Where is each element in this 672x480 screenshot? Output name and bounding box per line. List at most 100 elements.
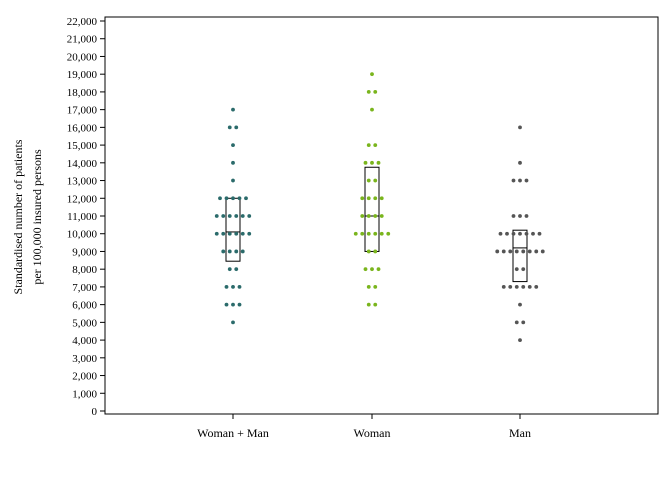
data-point — [221, 249, 226, 254]
data-point — [244, 196, 248, 201]
y-tick-label: 16,000 — [67, 122, 98, 134]
y-tick-label: 7,000 — [72, 282, 97, 294]
y-tick-label: 19,000 — [67, 69, 98, 81]
data-point — [524, 231, 529, 236]
data-point — [373, 196, 378, 201]
y-tick-label: 22,000 — [67, 16, 98, 28]
data-point — [366, 178, 371, 183]
y-axis-title-line-2: per 100,000 insured persons — [30, 149, 44, 285]
data-point — [534, 285, 539, 289]
data-point — [521, 267, 526, 272]
data-point — [247, 214, 252, 218]
data-point — [227, 214, 232, 218]
data-point — [373, 285, 378, 289]
data-point — [221, 214, 226, 218]
data-point — [534, 249, 539, 254]
data-point — [366, 196, 371, 201]
data-point — [508, 285, 513, 289]
data-point — [386, 231, 391, 236]
data-point — [527, 285, 532, 289]
data-point — [527, 249, 532, 254]
data-point — [373, 143, 378, 147]
data-point — [373, 302, 378, 307]
data-point — [518, 302, 522, 307]
data-point — [540, 249, 545, 254]
data-point — [247, 231, 252, 236]
data-point — [224, 285, 229, 289]
data-point — [370, 267, 374, 272]
data-point — [379, 214, 384, 218]
data-point — [231, 107, 235, 112]
y-tick-label: 5,000 — [72, 317, 97, 329]
data-point — [227, 125, 232, 130]
data-point — [363, 267, 368, 272]
data-point — [366, 90, 371, 94]
y-tick-label: 11,000 — [67, 211, 97, 223]
data-point — [531, 231, 535, 236]
data-point — [524, 214, 529, 218]
data-point — [373, 178, 378, 183]
data-point — [227, 249, 232, 254]
data-point — [227, 267, 232, 272]
data-point — [537, 231, 542, 236]
data-point — [237, 285, 242, 289]
data-point — [379, 196, 384, 201]
x-category-label: Man — [509, 426, 531, 440]
y-tick-label: 20,000 — [67, 51, 98, 63]
data-point — [231, 196, 235, 201]
y-tick-label: 8,000 — [72, 264, 97, 276]
data-point — [234, 249, 239, 254]
data-point — [514, 267, 519, 272]
data-point — [379, 231, 384, 236]
data-point — [511, 178, 516, 183]
data-point — [224, 196, 229, 201]
data-points — [214, 72, 545, 342]
data-point — [363, 160, 368, 165]
data-point — [518, 231, 522, 236]
data-point — [231, 285, 235, 289]
data-point — [511, 231, 516, 236]
data-point — [373, 90, 378, 94]
data-point — [514, 320, 519, 325]
data-point — [214, 231, 219, 236]
y-tick-label: 10,000 — [67, 229, 98, 241]
data-point — [214, 214, 219, 218]
data-point — [218, 196, 222, 201]
y-tick-label: 18,000 — [67, 87, 98, 99]
data-point — [370, 72, 374, 77]
data-point — [360, 214, 365, 218]
data-point — [501, 249, 506, 254]
y-tick-label: 0 — [92, 406, 98, 418]
interquartile-box — [364, 166, 380, 252]
y-tick-label: 21,000 — [67, 34, 98, 46]
y-tick-label: 17,000 — [67, 105, 98, 117]
data-point — [518, 178, 522, 183]
y-tick-label: 2,000 — [72, 371, 97, 383]
data-point — [366, 214, 371, 218]
y-tick-label: 14,000 — [67, 158, 98, 170]
data-point — [240, 214, 245, 218]
data-point — [524, 178, 529, 183]
interquartile-box — [512, 229, 528, 283]
data-point — [240, 249, 245, 254]
data-point — [495, 249, 500, 254]
data-point — [514, 285, 519, 289]
data-point — [221, 231, 226, 236]
data-point — [234, 231, 239, 236]
y-tick-label: 12,000 — [67, 193, 98, 205]
data-point — [366, 231, 371, 236]
data-point — [518, 338, 522, 342]
data-point — [231, 320, 235, 325]
data-point — [514, 249, 519, 254]
data-point — [521, 320, 526, 325]
data-point — [521, 285, 526, 289]
data-point — [376, 267, 381, 272]
data-point — [518, 160, 522, 165]
data-point — [353, 231, 358, 236]
data-point — [370, 160, 374, 165]
data-point — [237, 302, 242, 307]
data-point — [231, 143, 235, 147]
data-point — [521, 249, 526, 254]
x-category-label: Woman — [353, 426, 390, 440]
data-point — [240, 231, 245, 236]
